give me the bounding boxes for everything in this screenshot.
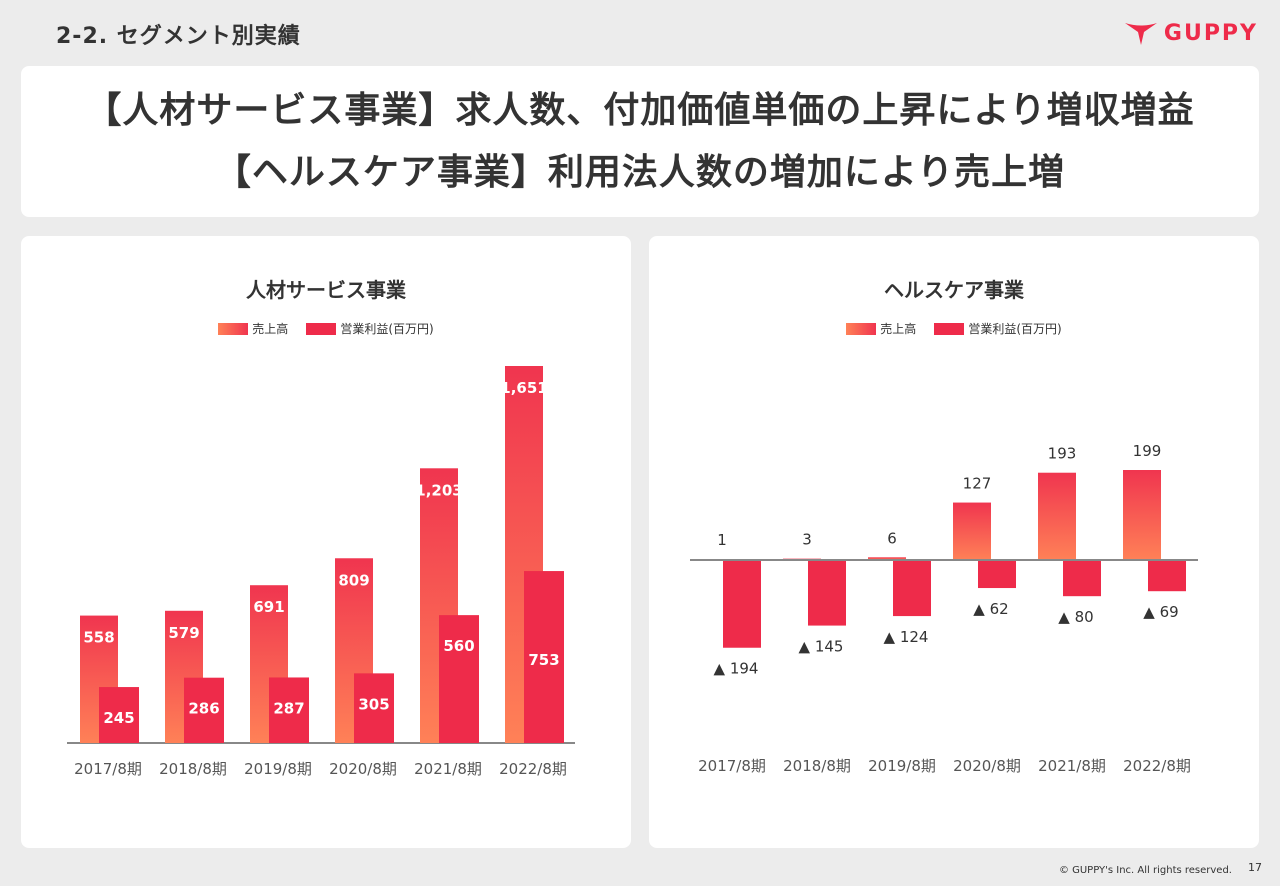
profit-data-label: 287 — [273, 699, 304, 717]
chart-legend: 売上高 営業利益(百万円) — [21, 320, 631, 337]
profit-bar — [978, 560, 1016, 589]
legend-label-revenue: 売上高 — [252, 322, 289, 336]
legend-swatch-profit — [306, 322, 337, 335]
x-tick-label: 2022/8期 — [1123, 757, 1191, 775]
revenue-data-label: 127 — [963, 475, 992, 493]
revenue-data-label: 6 — [887, 529, 897, 547]
legend-swatch-revenue — [846, 322, 877, 335]
revenue-bar — [953, 502, 991, 560]
revenue-data-label: 1,203 — [415, 481, 462, 499]
legend-swatch-profit — [934, 322, 965, 335]
profit-data-label: ▲ 124 — [884, 628, 929, 646]
profit-bar — [1148, 560, 1186, 592]
profit-data-label: ▲ 69 — [1143, 603, 1178, 621]
profit-bar — [184, 677, 224, 743]
profit-data-label: ▲ 194 — [714, 660, 759, 678]
page-number: 17 — [1248, 861, 1262, 874]
revenue-data-label: 193 — [1048, 445, 1077, 463]
legend-revenue: 売上高 — [218, 320, 288, 337]
x-tick-label: 2020/8期 — [329, 760, 397, 778]
x-tick-label: 2022/8期 — [499, 760, 567, 778]
revenue-data-label: 558 — [83, 629, 114, 647]
section-title: 2-2. セグメント別実績 — [56, 24, 301, 49]
profit-bar — [354, 673, 394, 743]
healthcare-chart: 1 ▲ 194 2017/8期 3 ▲ 145 2018/8期 6 ▲ 124 2019/8期 1… — [690, 442, 1198, 775]
legend-swatch-revenue — [218, 322, 249, 335]
revenue-data-label: 1,651 — [500, 379, 547, 397]
legend-revenue: 売上高 — [846, 320, 916, 337]
profit-data-label: 560 — [443, 637, 474, 655]
revenue-bar — [1038, 472, 1076, 560]
x-tick-label: 2018/8期 — [159, 760, 227, 778]
profit-bar — [1063, 560, 1101, 597]
profit-data-label: ▲ 80 — [1058, 608, 1093, 626]
profit-bar — [808, 560, 846, 626]
chart-title: ヘルスケア事業 — [884, 278, 1024, 302]
profit-bar — [524, 571, 564, 743]
x-tick-label: 2021/8期 — [414, 760, 482, 778]
profit-data-label: 245 — [103, 709, 134, 727]
x-tick-label: 2017/8期 — [698, 757, 766, 775]
x-tick-label: 2019/8期 — [244, 760, 312, 778]
profit-bar — [99, 687, 139, 743]
legend-label-revenue: 売上高 — [880, 322, 917, 336]
guppy-logo-icon — [1124, 23, 1157, 45]
revenue-data-label: 3 — [802, 531, 812, 549]
revenue-bar — [868, 557, 906, 560]
x-tick-label: 2019/8期 — [868, 757, 936, 775]
headline-line-2: 【ヘルスケア事業】利用法人数の増加により売上増 — [214, 151, 1066, 193]
profit-bar — [269, 677, 309, 743]
profit-data-label: ▲ 145 — [799, 638, 844, 656]
headline-box: 【人材サービス事業】求人数、付加価値単価の上昇により増収増益 【ヘルスケア事業】… — [21, 66, 1259, 217]
x-tick-label: 2021/8期 — [1038, 757, 1106, 775]
legend-profit: 営業利益(百万円) — [934, 320, 1062, 337]
headline-line-1: 【人材サービス事業】求人数、付加価値単価の上昇により増収増益 — [85, 89, 1195, 131]
company-logo: GUPPY — [1124, 20, 1258, 46]
panel-healthcare: ヘルスケア事業 売上高 営業利益(百万円) 1 ▲ 194 2017/8期 3 ▲ 14… — [649, 236, 1259, 848]
legend-label-profit: 営業利益(百万円) — [340, 322, 434, 336]
legend-profit: 営業利益(百万円) — [306, 320, 434, 337]
profit-bar — [723, 560, 761, 648]
profit-data-label: 305 — [358, 695, 389, 713]
x-tick-label: 2020/8期 — [953, 757, 1021, 775]
revenue-data-label: 691 — [253, 598, 284, 616]
logo-text: GUPPY — [1163, 20, 1258, 46]
revenue-bar — [1123, 470, 1161, 560]
copyright-text: © GUPPY's Inc. All rights reserved. — [1058, 865, 1232, 876]
revenue-data-label: 579 — [168, 624, 199, 642]
x-tick-label: 2018/8期 — [783, 757, 851, 775]
profit-data-label: ▲ 62 — [973, 600, 1008, 618]
hr-services-chart: 558 245 2017/8期 579 286 2018/8期 691 287 2019/8期 8… — [67, 366, 575, 778]
legend-label-profit: 営業利益(百万円) — [968, 322, 1062, 336]
profit-bar — [893, 560, 931, 617]
chart-title: 人材サービス事業 — [246, 278, 406, 302]
profit-data-label: 286 — [188, 700, 219, 718]
chart-legend: 売上高 営業利益(百万円) — [649, 320, 1259, 337]
revenue-data-label: 809 — [338, 571, 369, 589]
profit-bar — [439, 615, 479, 743]
revenue-data-label: 1 — [717, 531, 727, 549]
panel-hr-services: 人材サービス事業 売上高 営業利益(百万円) 558 245 2017/8期 579 2… — [21, 236, 631, 848]
revenue-data-label: 199 — [1133, 442, 1162, 460]
x-tick-label: 2017/8期 — [74, 760, 142, 778]
profit-data-label: 753 — [528, 651, 559, 669]
